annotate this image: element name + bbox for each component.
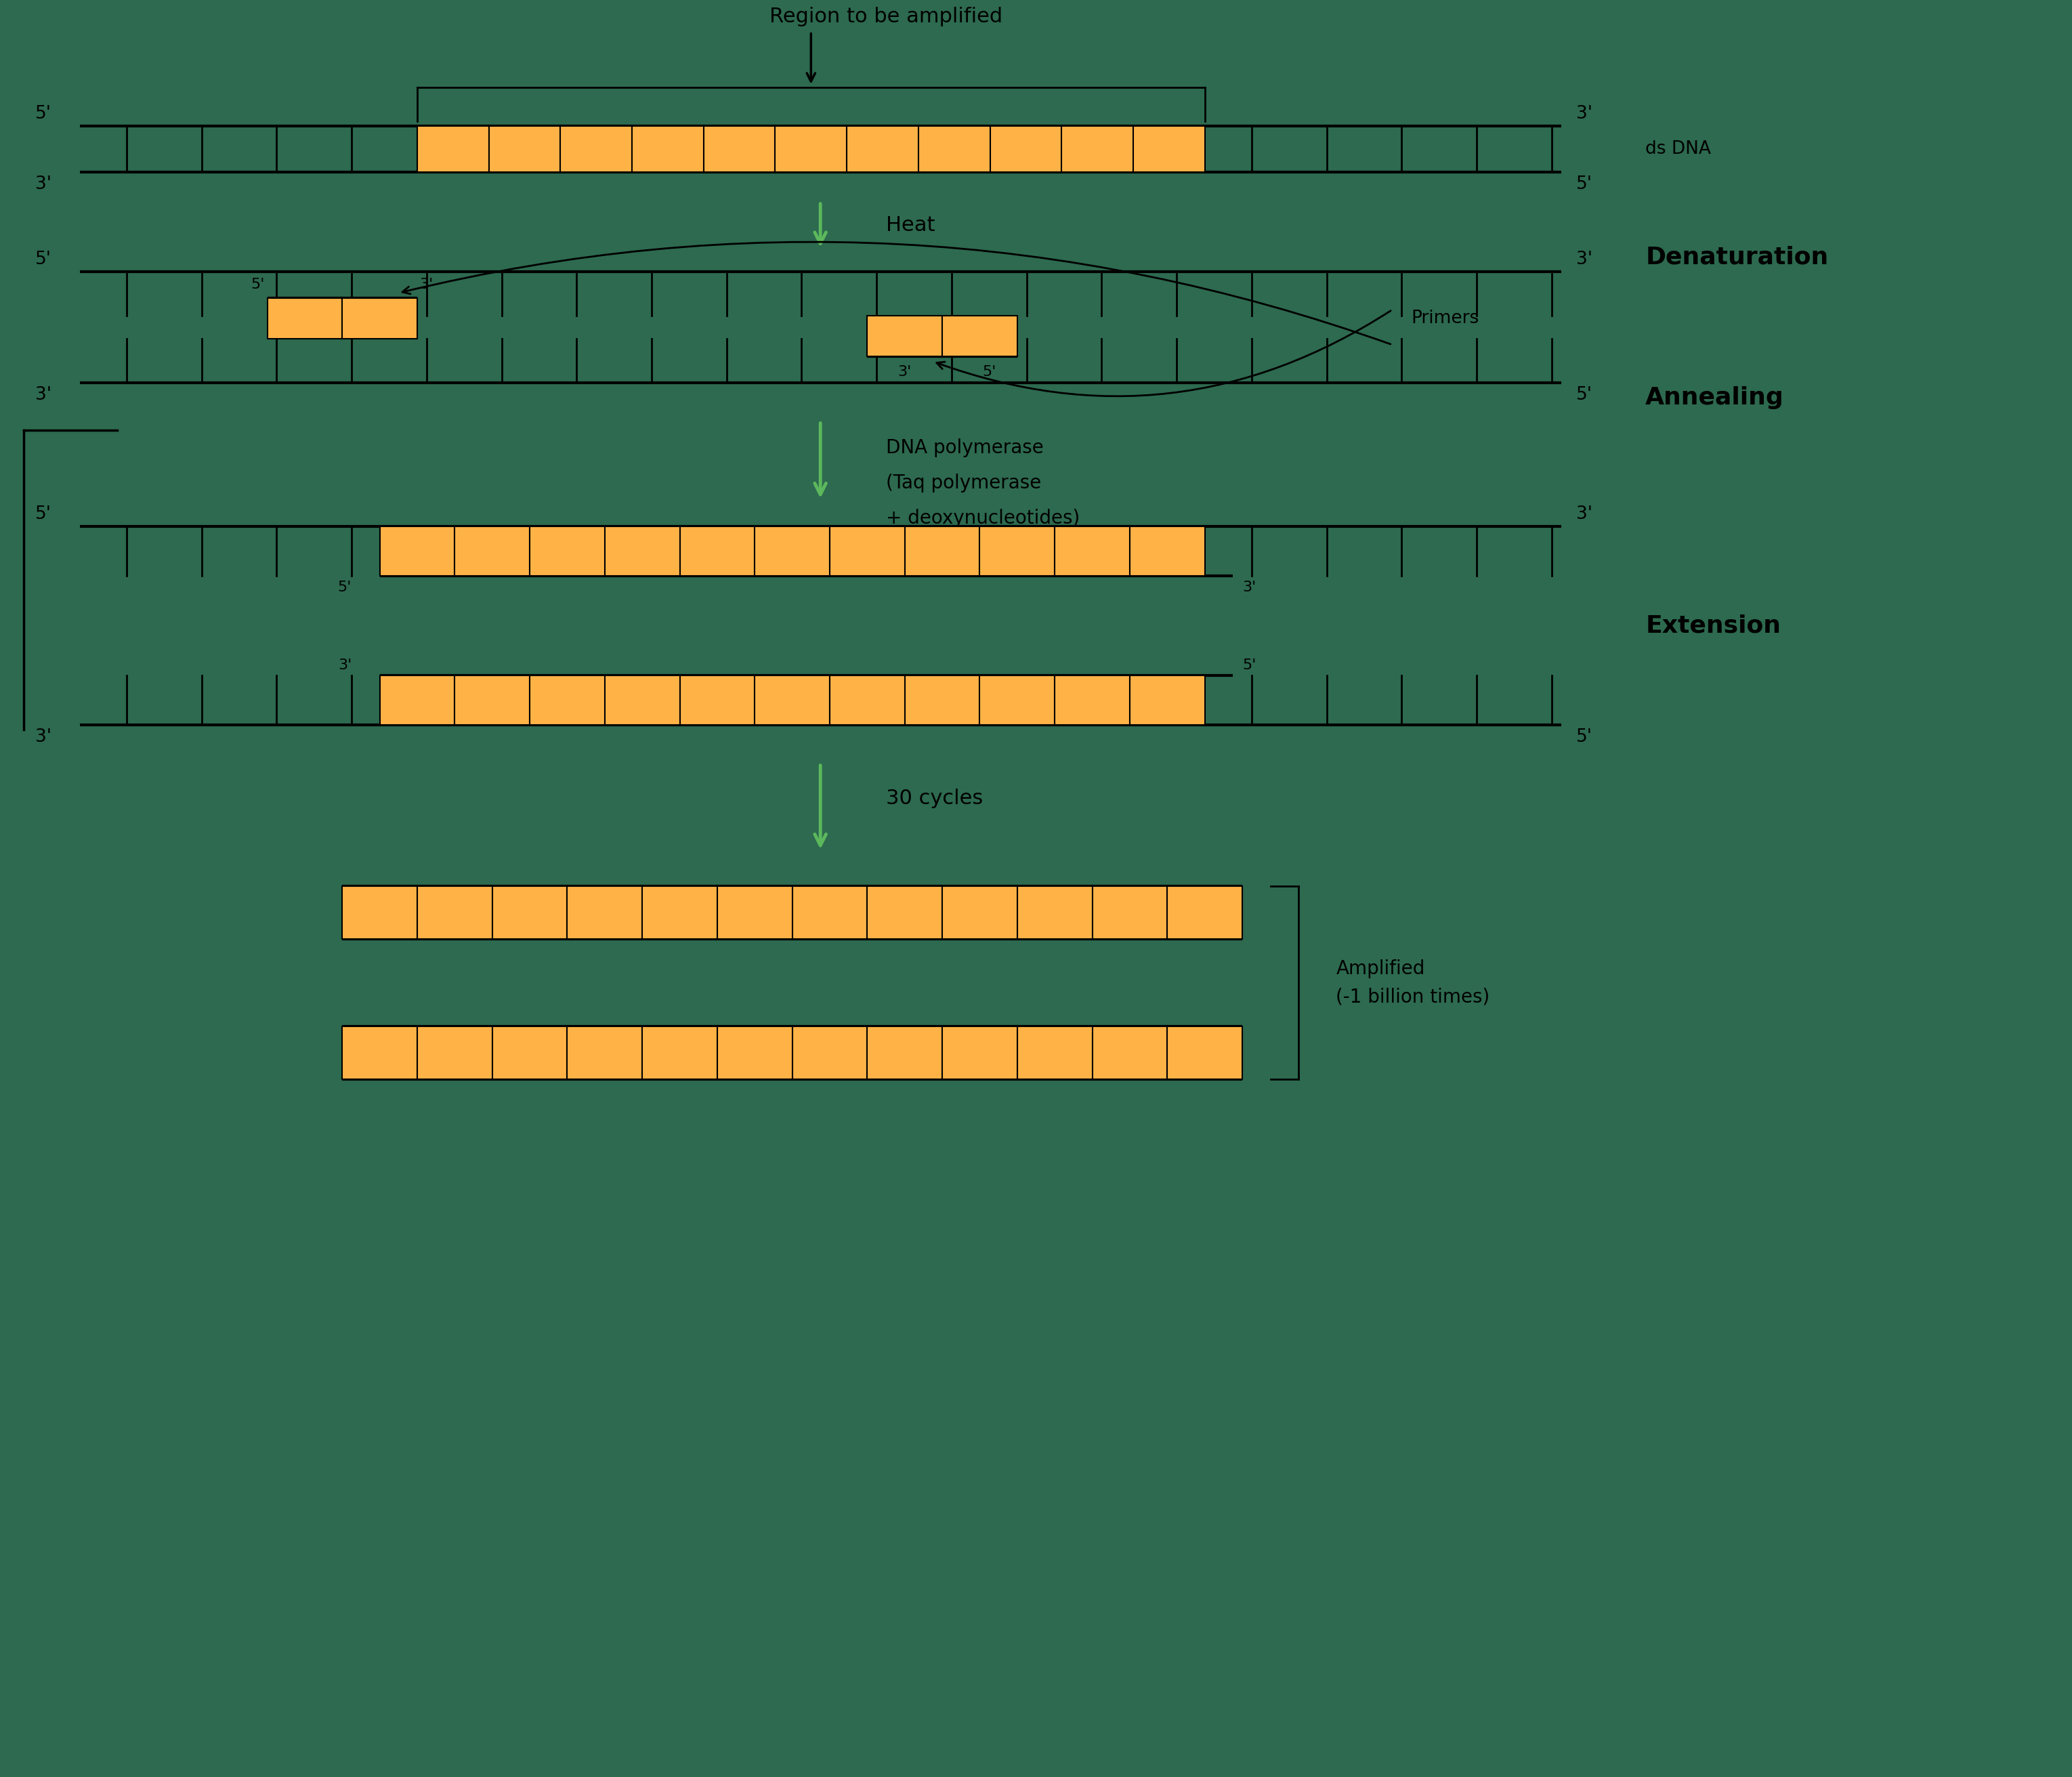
Bar (847, 126, 918, 172)
Bar (416, 126, 489, 172)
Bar (379, 675, 454, 725)
Bar (1055, 675, 1129, 725)
Text: 3': 3' (421, 277, 433, 291)
Bar (642, 887, 717, 938)
Text: 5': 5' (251, 277, 265, 291)
Bar (605, 526, 680, 576)
Text: Primers: Primers (1411, 309, 1479, 327)
Text: 5': 5' (35, 505, 52, 522)
Bar (829, 526, 905, 576)
Bar (632, 126, 704, 172)
Bar (1092, 1027, 1167, 1079)
Text: (Taq polymerase: (Taq polymerase (887, 474, 1042, 492)
Text: 5': 5' (1577, 386, 1591, 403)
Bar (416, 1027, 493, 1079)
Text: Annealing: Annealing (1645, 386, 1784, 409)
Bar (605, 675, 680, 725)
Text: 30 cycles: 30 cycles (887, 789, 982, 809)
Bar (568, 1027, 642, 1079)
Text: DNA polymerase: DNA polymerase (887, 439, 1044, 458)
Text: 3': 3' (338, 659, 352, 672)
Text: 3': 3' (897, 364, 912, 379)
Bar (1129, 526, 1204, 576)
Bar (1061, 126, 1133, 172)
Text: Region to be amplified: Region to be amplified (769, 7, 1003, 27)
Bar (493, 1027, 568, 1079)
Bar (1092, 887, 1167, 938)
Bar (943, 887, 1017, 938)
Bar (905, 526, 980, 576)
Text: 3': 3' (1577, 505, 1591, 522)
Bar (775, 126, 847, 172)
Bar (868, 316, 943, 355)
Bar (454, 526, 530, 576)
Text: ds DNA: ds DNA (1645, 140, 1711, 158)
Bar (568, 887, 642, 938)
Text: 3': 3' (35, 386, 52, 403)
Text: 5': 5' (1577, 729, 1591, 746)
Bar (559, 126, 632, 172)
Bar (1129, 675, 1204, 725)
Bar (990, 126, 1061, 172)
Text: 3': 3' (35, 176, 52, 194)
Bar (754, 526, 829, 576)
Text: 3': 3' (1577, 105, 1591, 123)
Bar (792, 887, 868, 938)
Text: Heat: Heat (887, 215, 934, 235)
Bar (905, 675, 980, 725)
Bar (1017, 1027, 1092, 1079)
Text: 3': 3' (35, 729, 52, 746)
Bar (493, 887, 568, 938)
Bar (717, 887, 792, 938)
Bar (1133, 126, 1204, 172)
Text: + deoxynucleotides): + deoxynucleotides) (887, 508, 1080, 528)
Bar (530, 675, 605, 725)
Bar (1167, 1027, 1243, 1079)
Bar (379, 526, 454, 576)
Text: 5': 5' (1243, 659, 1256, 672)
Text: 5': 5' (1577, 176, 1591, 194)
Bar (1017, 887, 1092, 938)
Text: 5': 5' (35, 251, 52, 268)
Text: Amplified
(-1 billion times): Amplified (-1 billion times) (1336, 960, 1490, 1006)
Text: 5': 5' (338, 581, 352, 594)
Text: 3': 3' (1577, 251, 1591, 268)
Bar (530, 526, 605, 576)
Bar (416, 887, 493, 938)
Text: Extension: Extension (1645, 615, 1780, 638)
Bar (704, 126, 775, 172)
Bar (267, 299, 342, 339)
Bar (868, 887, 943, 938)
Text: Denaturation: Denaturation (1645, 245, 1828, 268)
Bar (489, 126, 559, 172)
Text: 3': 3' (1243, 581, 1256, 594)
Text: 5': 5' (982, 364, 997, 379)
Text: 5': 5' (35, 105, 52, 123)
Bar (1167, 887, 1243, 938)
Bar (918, 126, 990, 172)
Bar (980, 526, 1055, 576)
Bar (943, 1027, 1017, 1079)
Bar (943, 316, 1017, 355)
Bar (754, 675, 829, 725)
Bar (680, 526, 754, 576)
Bar (342, 887, 416, 938)
Bar (342, 1027, 416, 1079)
Bar (980, 675, 1055, 725)
Bar (792, 1027, 868, 1079)
Bar (642, 1027, 717, 1079)
Bar (717, 1027, 792, 1079)
Bar (868, 1027, 943, 1079)
Bar (342, 299, 416, 339)
Bar (829, 675, 905, 725)
Bar (454, 675, 530, 725)
Bar (680, 675, 754, 725)
Bar (1055, 526, 1129, 576)
